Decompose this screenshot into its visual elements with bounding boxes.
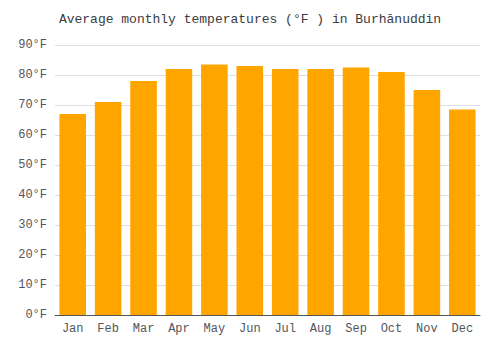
svg-text:Jan: Jan <box>62 322 84 336</box>
svg-text:Apr: Apr <box>168 322 190 336</box>
svg-text:Average monthly temperatures (: Average monthly temperatures (°F ) in Bu… <box>59 12 441 27</box>
svg-text:Sep: Sep <box>345 322 367 336</box>
svg-text:80°F: 80°F <box>18 68 47 82</box>
svg-text:Oct: Oct <box>381 322 403 336</box>
svg-text:Jul: Jul <box>274 322 296 336</box>
svg-text:60°F: 60°F <box>18 128 47 142</box>
svg-text:50°F: 50°F <box>18 158 47 172</box>
svg-text:Nov: Nov <box>416 322 438 336</box>
svg-text:Aug: Aug <box>310 322 332 336</box>
svg-text:10°F: 10°F <box>18 278 47 292</box>
svg-text:70°F: 70°F <box>18 98 47 112</box>
svg-text:Mar: Mar <box>133 322 155 336</box>
svg-text:May: May <box>204 322 226 336</box>
svg-text:30°F: 30°F <box>18 218 47 232</box>
svg-text:40°F: 40°F <box>18 188 47 202</box>
svg-text:Jun: Jun <box>239 322 261 336</box>
svg-text:0°F: 0°F <box>25 308 47 322</box>
svg-text:20°F: 20°F <box>18 248 47 262</box>
svg-text:90°F: 90°F <box>18 38 47 52</box>
svg-text:Dec: Dec <box>451 322 473 336</box>
svg-text:Feb: Feb <box>97 322 119 336</box>
